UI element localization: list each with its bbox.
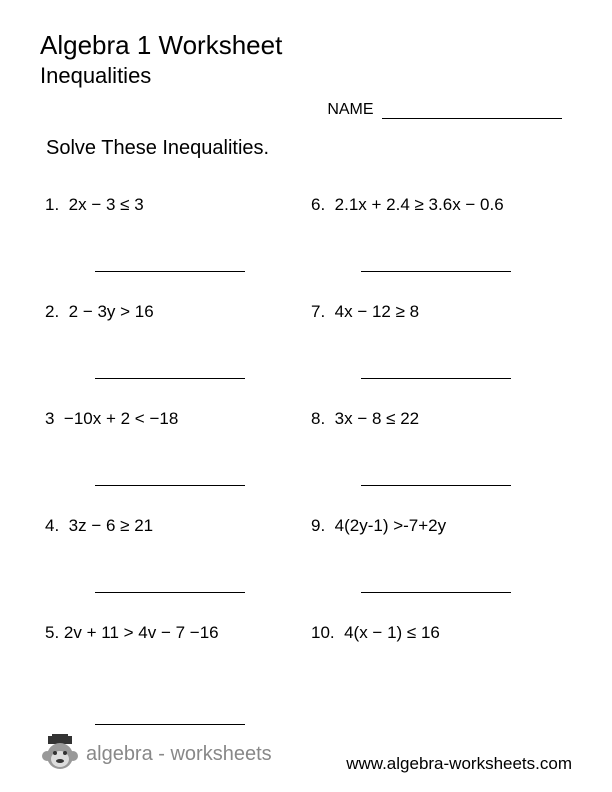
answer-line [95, 485, 245, 486]
problem-10: 10. 4(x − 1) ≤ 16 [311, 623, 567, 673]
logo-text: algebra - worksheets [86, 743, 272, 766]
problem-text: 9. 4(2y-1) >-7+2y [311, 516, 446, 535]
name-blank-line [382, 118, 562, 119]
problem-9: 9. 4(2y-1) >-7+2y [311, 516, 567, 611]
problems-grid: 1. 2x − 3 ≤ 3 6. 2.1x + 2.4 ≥ 3.6x − 0.6… [40, 195, 572, 735]
footer: algebra - worksheets www.algebra-workshe… [40, 734, 572, 774]
answer-line [95, 592, 245, 593]
problem-3: 3 −10x + 2 < −18 [45, 409, 301, 504]
problem-text: 5. 2v + 11 > 4v − 7 −16 [45, 623, 219, 642]
problem-7: 7. 4x − 12 ≥ 8 [311, 302, 567, 397]
problem-text: 6. 2.1x + 2.4 ≥ 3.6x − 0.6 [311, 195, 504, 214]
problem-5: 5. 2v + 11 > 4v − 7 −16 [45, 623, 301, 673]
problem-8: 8. 3x − 8 ≤ 22 [311, 409, 567, 504]
problem-2: 2. 2 − 3y > 16 [45, 302, 301, 397]
problem-text: 8. 3x − 8 ≤ 22 [311, 409, 419, 428]
problem-6: 6. 2.1x + 2.4 ≥ 3.6x − 0.6 [311, 195, 567, 290]
problem-text: 4. 3z − 6 ≥ 21 [45, 516, 153, 535]
problem-text: 7. 4x − 12 ≥ 8 [311, 302, 419, 321]
problem-text: 10. 4(x − 1) ≤ 16 [311, 623, 440, 642]
answer-line [361, 485, 511, 486]
answer-line [361, 378, 511, 379]
worksheet-title: Algebra 1 Worksheet [40, 30, 572, 61]
answer-line [95, 724, 245, 725]
instructions: Solve These Inequalities. [46, 137, 572, 160]
problem-4: 4. 3z − 6 ≥ 21 [45, 516, 301, 611]
mascot-icon [40, 734, 80, 774]
worksheet-subtitle: Inequalities [40, 63, 572, 89]
name-row: NAME [40, 101, 572, 119]
problem-text: 3 −10x + 2 < −18 [45, 409, 178, 428]
problem-text: 1. 2x − 3 ≤ 3 [45, 195, 144, 214]
problem-text: 2. 2 − 3y > 16 [45, 302, 154, 321]
answer-line [95, 378, 245, 379]
problem-5-answer [45, 685, 301, 735]
answer-line [361, 592, 511, 593]
answer-line [361, 271, 511, 272]
problem-1: 1. 2x − 3 ≤ 3 [45, 195, 301, 290]
logo: algebra - worksheets [40, 734, 272, 774]
answer-line [95, 271, 245, 272]
footer-url: www.algebra-worksheets.com [346, 754, 572, 774]
name-label: NAME [327, 101, 373, 118]
